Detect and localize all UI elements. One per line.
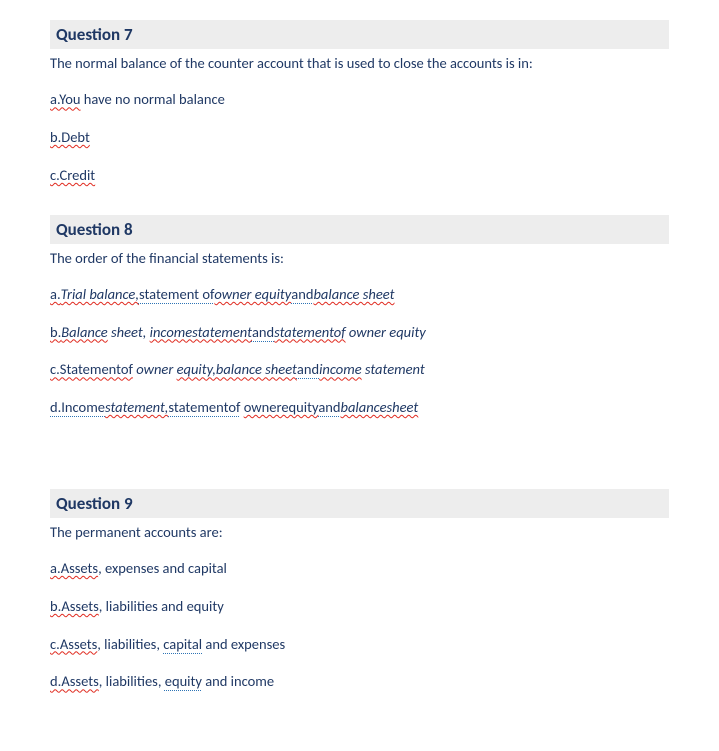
text-segment: statementof [168,398,240,416]
text-segment: statementof [274,323,345,341]
text-segment: incomestatement [150,323,252,341]
text-segment: statement, [105,398,168,416]
question-prompt: The permanent accounts are: [50,522,669,542]
answer-option-b: b.Assets, liabilities and equity [50,596,669,618]
text-segment: equity,balance sheet [177,360,297,378]
text-segment: c.Credit [50,166,95,184]
text-segment: income [319,360,362,378]
text-segment: ownerequity [244,398,319,416]
answer-option-a: a.Assets, expenses and capital [50,558,669,580]
document-page: Question 7 The normal balance of the cou… [0,0,719,751]
text-segment: balance sheet [313,285,394,303]
question-header: Question 8 [50,215,669,244]
text-segment: and [252,323,274,341]
question-prompt: The order of the financial statements is… [50,248,669,268]
text-segment: and [297,360,319,378]
text-segment: b.Assets [50,597,99,615]
text-segment: have no normal balance [81,90,225,108]
text-segment: and expenses [202,635,285,653]
answer-option-c: c.Credit [50,165,669,187]
text-segment: balancesheet [341,398,419,416]
text-segment: owner equity [346,323,426,341]
text-segment: capital [163,635,202,653]
text-segment: a.You [50,90,81,108]
text-segment: a.Assets [50,559,98,577]
text-segment: b. [50,323,61,341]
question-block-9: Question 9 The permanent accounts are: a… [50,489,669,693]
answer-option-c: c.Statementof owner equity,balance sheet… [50,359,669,381]
answer-option-a: a.Trial balance,statement ofowner equity… [50,284,669,306]
question-header: Question 7 [50,20,669,49]
text-segment: owner [133,360,177,378]
text-segment: c.Assets [50,635,97,653]
question-block-7: Question 7 The normal balance of the cou… [50,20,669,187]
text-segment: and income [202,672,274,690]
answer-option-b: b.Balance sheet, incomestatementandstate… [50,322,669,344]
text-segment: d.Assets [50,672,99,690]
text-segment: statement [362,360,425,378]
text-segment: equity [165,672,202,690]
text-segment: sheet, [108,323,150,341]
answer-option-d: d.Incomestatement,statementof ownerequit… [50,397,669,419]
text-segment: , liabilities, [99,672,165,690]
answer-option-a: a.You have no normal balance [50,89,669,111]
text-segment: statement of [139,285,214,303]
text-segment: c.Statementof [50,360,133,378]
text-segment: , expenses and capital [98,559,227,577]
text-segment: , liabilities and equity [99,597,224,615]
answer-option-c: c.Assets, liabilities, capital and expen… [50,634,669,656]
answer-option-d: d.Assets, liabilities, equity and income [50,671,669,693]
text-segment: Trial balance, [61,285,139,303]
text-segment: and [318,398,340,416]
answer-option-b: b.Debt [50,127,669,149]
question-header: Question 9 [50,489,669,518]
text-segment: and [291,285,313,303]
text-segment: owner equity [214,285,291,303]
text-segment: d.Income [50,398,105,416]
text-segment: Balance [61,323,107,341]
text-segment: a. [50,285,61,303]
question-block-8: Question 8 The order of the financial st… [50,215,669,419]
text-segment: b.Debt [50,128,90,146]
question-prompt: The normal balance of the counter accoun… [50,53,669,73]
text-segment: , liabilities, [97,635,163,653]
